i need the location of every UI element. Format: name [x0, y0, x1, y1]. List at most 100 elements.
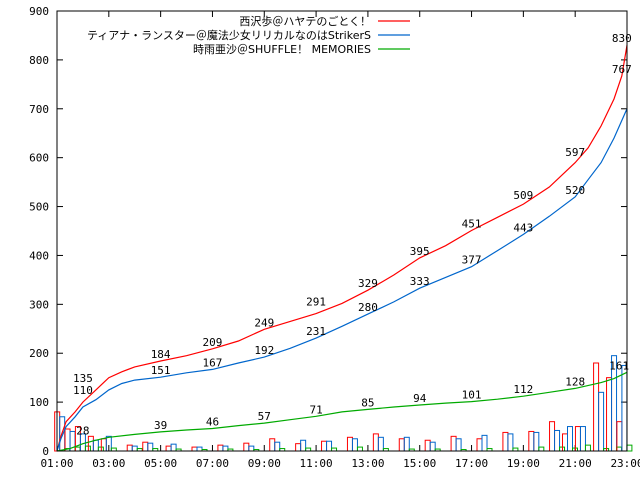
bar-blue: [429, 441, 436, 452]
x-tick-label: 05:00: [144, 457, 177, 470]
data-label: 135: [73, 372, 93, 385]
data-label: 291: [306, 296, 326, 309]
y-tick-label: 700: [29, 103, 49, 116]
bar-blue: [170, 443, 177, 452]
data-label: 249: [254, 316, 274, 329]
bar-blue: [351, 438, 358, 452]
bar-red: [142, 441, 149, 452]
bar-blue: [579, 426, 586, 452]
data-label: 112: [513, 383, 533, 396]
bar-red: [191, 446, 198, 452]
y-tick-label: 500: [29, 201, 49, 214]
data-label: 451: [462, 218, 482, 231]
bar-blue: [92, 439, 99, 452]
data-label: 110: [73, 384, 93, 397]
data-label: 329: [358, 277, 378, 290]
y-tick-label: 800: [29, 54, 49, 67]
bar-blue: [326, 440, 333, 452]
data-label: 85: [361, 396, 374, 409]
legend-label: 時雨亜沙＠SHUFFLE！ MEMORIES: [193, 43, 371, 56]
x-tick-label: 21:00: [559, 457, 592, 470]
bar-blue: [248, 445, 255, 452]
series-lines: [56, 45, 628, 452]
bar-red: [126, 444, 133, 452]
bar-red: [424, 439, 431, 452]
plot-frame: [56, 10, 628, 452]
y-axis: 0 100 200 300 400 500 600 700 800 900: [29, 5, 627, 458]
data-label: 39: [154, 419, 167, 432]
bar-blue: [481, 434, 488, 452]
x-tick-label: 09:00: [248, 457, 281, 470]
x-tick-label: 23:00: [610, 457, 640, 470]
bar-red: [165, 445, 172, 452]
bar-red: [346, 436, 353, 452]
x-tick-label: 03:00: [92, 457, 125, 470]
bar-blue: [554, 429, 561, 452]
data-label: 333: [410, 275, 430, 288]
bar-red: [295, 443, 302, 452]
data-label: 520: [565, 184, 585, 197]
data-label: 830: [612, 32, 632, 45]
bar-blue: [455, 438, 462, 452]
bar-blue: [300, 439, 307, 452]
bar-red: [217, 444, 224, 452]
bar-red: [321, 440, 328, 452]
bar-blue: [567, 426, 573, 452]
legend-label: ティアナ・ランスター＠魔法少女リリカルなのはStrikerS: [87, 28, 371, 42]
data-label: 71: [309, 403, 322, 416]
bar-green: [584, 444, 591, 452]
bar-red: [269, 438, 276, 452]
bar-red: [593, 362, 600, 452]
data-label: 128: [565, 375, 585, 388]
bar-green: [538, 446, 545, 452]
data-label: 57: [258, 410, 271, 423]
bar-blue: [196, 446, 203, 452]
bar-red: [574, 426, 581, 452]
x-tick-label: 07:00: [196, 457, 229, 470]
bar-blue: [147, 442, 154, 452]
data-label: 161: [609, 359, 629, 372]
bar-blue: [533, 431, 540, 452]
data-label: 377: [462, 254, 482, 267]
bar-blue: [274, 441, 281, 452]
data-label: 443: [513, 221, 533, 234]
series-line-2: [56, 108, 628, 452]
x-tick-label: 11:00: [300, 457, 333, 470]
bar-red: [476, 438, 483, 452]
data-labels: 135 184 209 249 291 329 395 451 509 597 767 830 110 1…: [73, 32, 632, 437]
x-tick-label: 15:00: [403, 457, 436, 470]
bar-red: [549, 421, 556, 452]
legend: 西沢歩＠ハヤテのごとく！ティアナ・ランスター＠魔法少女リリカルなのはStrike…: [87, 14, 410, 56]
data-label: 509: [513, 189, 533, 202]
bar-green: [626, 444, 633, 452]
bar-red: [398, 438, 405, 452]
series-line-3: [56, 371, 628, 452]
x-tick-label: 01:00: [40, 457, 73, 470]
data-label: 209: [203, 336, 223, 349]
data-label: 395: [410, 245, 430, 258]
series-line-1: [56, 45, 628, 452]
x-tick-label: 17:00: [455, 457, 488, 470]
x-tick-label: 19:00: [507, 457, 540, 470]
data-label: 151: [151, 364, 171, 377]
bar-red: [606, 377, 613, 452]
bar-blue: [621, 364, 628, 452]
data-label: 231: [306, 325, 326, 338]
bar-green: [356, 446, 363, 452]
data-label: 28: [76, 424, 89, 437]
bar-blue: [377, 436, 384, 452]
data-label: 192: [254, 344, 274, 357]
y-tick-label: 100: [29, 396, 49, 409]
y-tick-label: 600: [29, 152, 49, 165]
bar-red: [528, 430, 535, 452]
bar-red: [243, 442, 250, 452]
data-label: 167: [203, 356, 223, 369]
data-label: 184: [151, 348, 171, 361]
data-label: 94: [413, 392, 427, 405]
data-label: 46: [206, 416, 219, 429]
data-label: 280: [358, 301, 378, 314]
bar-blue: [131, 445, 138, 452]
data-label: 101: [462, 389, 482, 402]
bar-red: [502, 431, 509, 452]
